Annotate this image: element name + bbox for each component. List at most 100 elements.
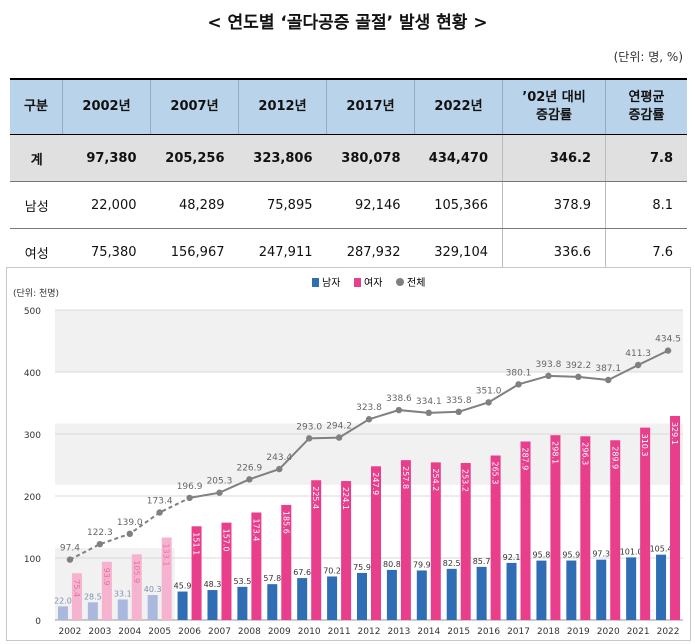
legend-label-female: 여자 (364, 277, 382, 289)
bar-male (416, 570, 427, 620)
bar-female (520, 441, 531, 620)
col-header: 2002년 (62, 78, 151, 135)
bar-female (341, 481, 352, 620)
point-total (485, 399, 492, 406)
point-total (365, 416, 373, 423)
x-tick-label: 2020 (597, 627, 620, 637)
data-label-female: 157.0 (221, 529, 230, 552)
data-label-male: 40.3 (144, 585, 162, 594)
data-label-male: 79.9 (413, 560, 431, 569)
bar-male (267, 584, 278, 620)
table-cell: 378.9 (502, 181, 606, 229)
data-label-female: 151.1 (192, 532, 201, 555)
table-cell: 434,470 (414, 134, 503, 182)
y-tick-label: 400 (24, 369, 41, 379)
point-total (664, 347, 672, 354)
bar-male (386, 569, 397, 620)
bar-male (207, 590, 218, 620)
x-tick-label: 2004 (118, 627, 141, 637)
data-label-total: 139.0 (117, 518, 143, 528)
legend-swatch-male (312, 278, 319, 287)
x-tick-label: 2013 (387, 627, 410, 637)
x-tick-label: 2021 (627, 627, 650, 637)
bar-male (506, 562, 517, 620)
table-row-total: 계 97,380 205,256 323,806 380,078 434,470… (10, 134, 687, 182)
bar-male (656, 554, 667, 620)
y-tick-label: 100 (24, 555, 41, 565)
table-header-row: 구분 2002년 2007년 2012년 2017년 2022년 ’02년 대비… (10, 78, 687, 135)
bar-female (311, 480, 322, 620)
data-label-male: 28.5 (84, 592, 102, 601)
data-label-male: 75.9 (353, 563, 371, 572)
point-total (425, 409, 433, 417)
data-label-male: 101.0 (620, 547, 643, 556)
data-label-male: 53.5 (233, 577, 251, 586)
bar-female (460, 463, 471, 620)
bar-male (357, 572, 367, 620)
point-total (96, 540, 104, 548)
bar-male (57, 606, 68, 620)
x-tick-label: 2006 (178, 627, 201, 637)
x-tick-label: 2015 (447, 627, 470, 637)
x-tick-label: 2014 (417, 627, 440, 637)
summary-table: 구분 2002년 2007년 2012년 2017년 2022년 ’02년 대비… (10, 78, 687, 277)
legend-swatch-total (396, 278, 404, 286)
data-label-male: 82.5 (443, 559, 461, 568)
data-label-total: 387.1 (595, 364, 621, 374)
data-label-female: 296.3 (580, 442, 589, 465)
data-label-total: 380.1 (506, 368, 532, 378)
bar-female (550, 435, 561, 620)
bar-female (670, 415, 681, 620)
data-label-total: 393.8 (536, 360, 562, 370)
data-label-male: 33.1 (114, 589, 132, 598)
point-total (605, 376, 612, 384)
bar-female (131, 554, 142, 620)
table-cell: 105,366 (414, 181, 503, 229)
y-tick-label: 0 (35, 617, 41, 627)
data-label-female: 133.1 (162, 543, 171, 566)
x-tick-label: 2005 (148, 627, 171, 637)
x-tick-label: 2010 (298, 627, 321, 637)
bar-female (430, 462, 441, 620)
point-total (305, 435, 313, 442)
x-tick-label: 2008 (238, 627, 261, 637)
bar-male (626, 557, 637, 620)
data-label-male: 85.7 (473, 557, 491, 566)
data-label-male: 45.9 (174, 582, 192, 591)
bar-male (237, 586, 248, 620)
x-tick-label: 2022 (657, 627, 680, 637)
point-total (66, 556, 74, 563)
data-label-female: 225.4 (311, 486, 320, 509)
col-header: ’02년 대비 증감률 (502, 78, 606, 135)
bar-male (476, 566, 487, 620)
bar-male (446, 568, 457, 620)
bar-female (580, 436, 591, 620)
legend-swatch-female (354, 278, 361, 287)
data-label-female: 105.9 (132, 560, 141, 583)
data-label-total: 226.9 (236, 463, 262, 473)
x-tick-label: 2019 (567, 627, 590, 637)
col-header: 2012년 (238, 78, 327, 135)
x-tick-label: 2017 (507, 627, 530, 637)
data-label-total: 434.5 (655, 335, 681, 345)
data-label-male: 67.6 (293, 568, 311, 577)
point-total (575, 373, 582, 381)
point-total (545, 372, 552, 380)
bar-male (566, 560, 577, 620)
x-tick-label: 2007 (208, 627, 231, 637)
table-cell: 8.1 (605, 181, 687, 229)
data-label-female: 93.9 (102, 568, 111, 586)
data-label-total: 196.9 (177, 482, 203, 492)
data-label-male: 48.3 (204, 580, 222, 589)
x-tick-label: 2012 (358, 627, 381, 637)
data-label-total: 293.0 (296, 422, 322, 432)
point-total (156, 509, 163, 516)
data-label-total: 205.3 (207, 477, 233, 487)
y-unit-label: (단위: 천명) (13, 288, 59, 299)
table-cell: 계 (10, 134, 63, 182)
table-cell: 48,289 (150, 181, 239, 229)
point-total (216, 489, 223, 496)
bar-female (490, 455, 501, 620)
table-cell: 남성 (10, 181, 63, 229)
x-tick-label: 2003 (88, 627, 111, 637)
